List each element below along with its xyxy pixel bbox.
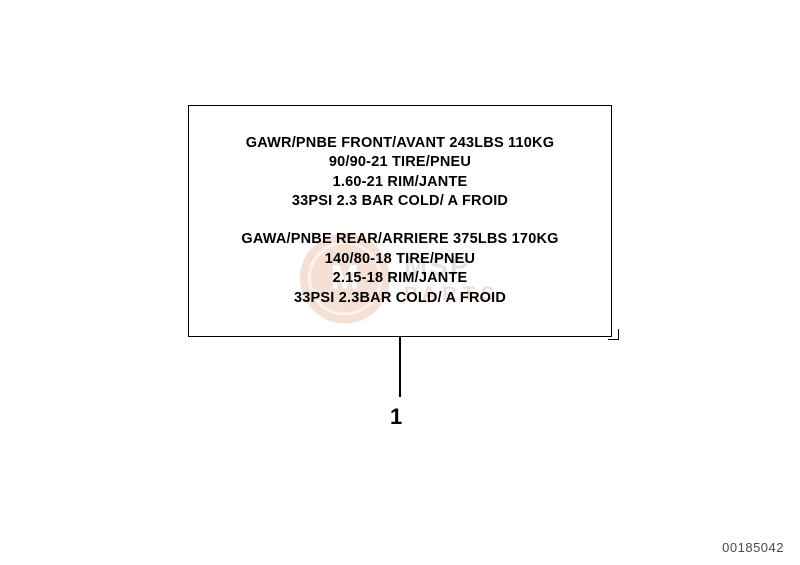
diagram-canvas: M MSP PARTS GAWR/PNBE FRONT/AVANT 243LBS… [0,0,800,565]
rear-line-4: 33PSI 2.3BAR COLD/ A FROID [294,290,506,306]
rear-line-3: 2.15-18 RIM/JANTE [333,270,468,286]
corner-tick-mark [608,329,619,340]
front-line-1: GAWR/PNBE FRONT/AVANT 243LBS 110KG [246,135,554,151]
rear-axle-spec: GAWA/PNBE REAR/ARRIERE 375LBS 170KG 140/… [241,230,558,308]
front-line-3: 1.60-21 RIM/JANTE [333,174,468,190]
rear-line-1: GAWA/PNBE REAR/ARRIERE 375LBS 170KG [241,231,558,247]
front-line-2: 90/90-21 TIRE/PNEU [329,154,471,170]
document-id: 00185042 [722,540,784,555]
front-line-4: 33PSI 2.3 BAR COLD/ A FROID [292,193,508,209]
callout-leader-line [399,337,401,397]
spec-label-box: GAWR/PNBE FRONT/AVANT 243LBS 110KG 90/90… [188,105,612,337]
rear-line-2: 140/80-18 TIRE/PNEU [325,251,475,267]
front-axle-spec: GAWR/PNBE FRONT/AVANT 243LBS 110KG 90/90… [246,134,554,212]
callout-number: 1 [390,404,402,430]
